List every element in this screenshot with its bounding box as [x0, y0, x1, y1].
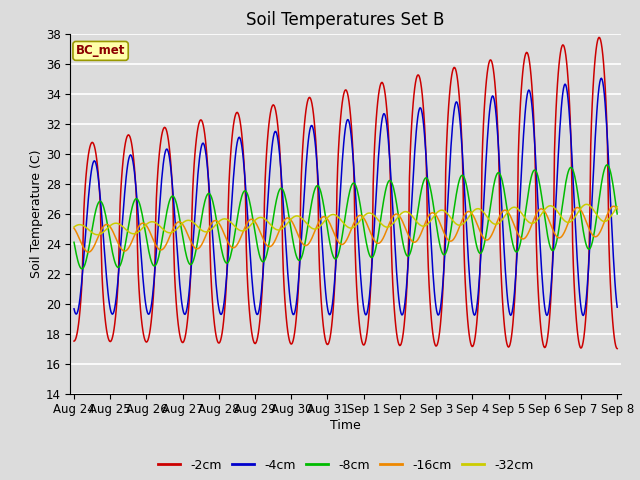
- Text: BC_met: BC_met: [76, 44, 125, 58]
- Y-axis label: Soil Temperature (C): Soil Temperature (C): [30, 149, 43, 278]
- Title: Soil Temperatures Set B: Soil Temperatures Set B: [246, 11, 445, 29]
- Legend: -2cm, -4cm, -8cm, -16cm, -32cm: -2cm, -4cm, -8cm, -16cm, -32cm: [153, 454, 538, 477]
- X-axis label: Time: Time: [330, 419, 361, 432]
